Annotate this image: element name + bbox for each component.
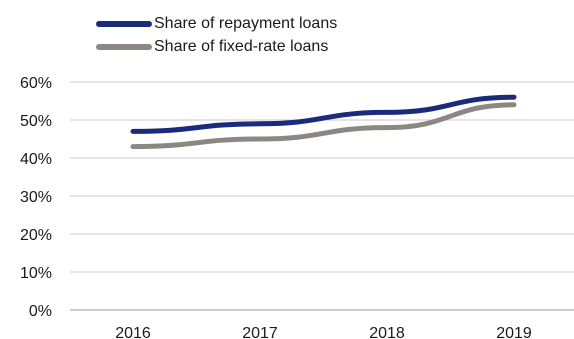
y-tick-label: 10% bbox=[20, 265, 52, 282]
x-tick-label: 2019 bbox=[496, 325, 532, 339]
x-axis-tick-labels: 2016 2017 2018 2019 bbox=[115, 325, 532, 339]
y-tick-label: 40% bbox=[20, 151, 52, 168]
legend-swatch-repayment bbox=[96, 20, 152, 27]
y-axis-tick-labels: 0% 10% 20% 30% 40% 50% 60% bbox=[20, 75, 52, 320]
legend-label-fixed-rate: Share of fixed-rate loans bbox=[154, 37, 329, 55]
x-tick-label: 2018 bbox=[369, 325, 405, 339]
legend-label-repayment: Share of repayment loans bbox=[154, 14, 338, 32]
y-tick-label: 30% bbox=[20, 189, 52, 206]
y-tick-label: 50% bbox=[20, 113, 52, 130]
series-line-repayment bbox=[130, 94, 517, 134]
legend-swatch-fixed-rate bbox=[96, 43, 152, 50]
y-tick-label: 60% bbox=[20, 75, 52, 92]
grid-lines bbox=[70, 81, 574, 311]
y-tick-label: 20% bbox=[20, 227, 52, 244]
y-tick-label: 0% bbox=[29, 303, 52, 320]
x-tick-label: 2016 bbox=[115, 325, 151, 339]
series-lines bbox=[130, 94, 517, 150]
legend-item-repayment: Share of repayment loans bbox=[96, 12, 337, 35]
series-line-fixed-rate bbox=[130, 102, 517, 150]
legend-item-fixed-rate: Share of fixed-rate loans bbox=[96, 35, 337, 58]
chart-legend: Share of repayment loans Share of fixed-… bbox=[96, 12, 337, 58]
x-tick-label: 2017 bbox=[242, 325, 278, 339]
